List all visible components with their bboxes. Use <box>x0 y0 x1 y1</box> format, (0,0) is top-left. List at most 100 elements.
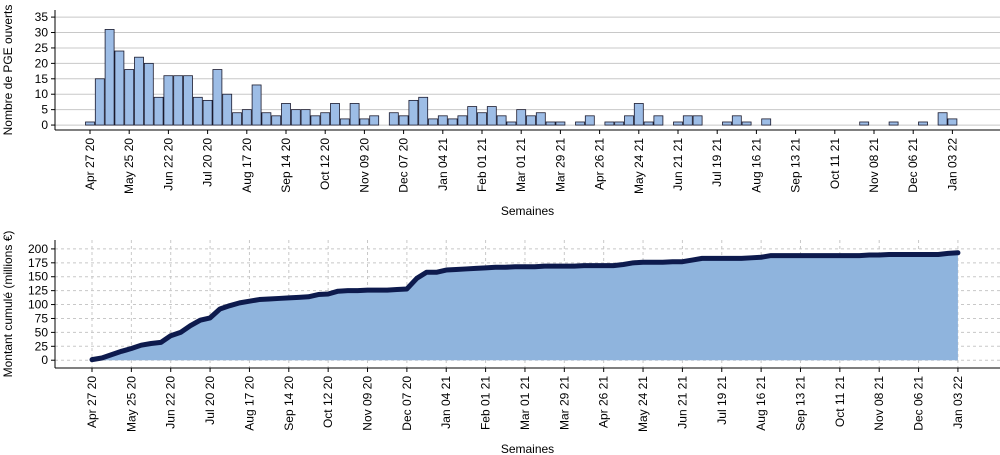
bar <box>241 109 252 126</box>
bar <box>212 69 223 126</box>
bar <box>124 69 135 126</box>
bar <box>741 121 752 126</box>
bar <box>104 29 115 126</box>
bar <box>359 118 370 126</box>
x-tick-label: Sep 14 20 <box>282 376 296 431</box>
x-tick-label: Jan 03 22 <box>951 376 965 429</box>
x-tick-label: Mar 01 21 <box>514 138 528 192</box>
bar <box>251 84 262 126</box>
y-tick-label: 0 <box>41 118 48 132</box>
x-tick-label: Aug 17 20 <box>242 376 256 431</box>
bar <box>918 121 928 126</box>
bar <box>134 56 144 126</box>
x-tick-label: Mar 29 21 <box>553 138 567 192</box>
bar <box>516 109 527 126</box>
x-tick-label: Dec 06 21 <box>912 376 926 431</box>
y-axis-label: Montant cumulé (millions €) <box>1 231 15 378</box>
bar <box>947 118 958 126</box>
x-tick-label: Mar 01 21 <box>518 376 532 430</box>
bar <box>153 96 164 126</box>
bar <box>261 112 272 126</box>
x-tick-label: Jun 22 20 <box>161 138 175 191</box>
x-tick-label: May 25 20 <box>124 376 138 432</box>
x-tick-label: Feb 01 21 <box>475 138 489 192</box>
area <box>92 252 958 361</box>
bar <box>859 121 870 126</box>
bar <box>731 115 742 126</box>
x-tick-label: Jul 20 20 <box>201 138 215 187</box>
x-tick-label: Oct 11 21 <box>828 138 842 189</box>
y-tick-label: 200 <box>28 242 48 256</box>
bar <box>183 75 193 126</box>
bar <box>761 118 772 126</box>
bar <box>545 121 556 126</box>
x-tick-label: Dec 07 20 <box>400 376 414 431</box>
bar <box>506 121 517 126</box>
y-tick-label: 20 <box>35 56 49 70</box>
bar <box>937 112 948 126</box>
bar <box>496 115 507 126</box>
bar <box>388 112 399 126</box>
x-tick-label: Aug 17 20 <box>240 138 254 193</box>
bar <box>418 96 429 126</box>
x-tick-label: Sep 14 20 <box>279 138 293 193</box>
x-tick-label: May 24 21 <box>636 376 650 432</box>
y-tick-label: 75 <box>35 311 49 325</box>
bar <box>310 115 321 126</box>
x-tick-label: Jul 19 21 <box>715 376 729 425</box>
bar <box>330 103 340 126</box>
bar <box>271 115 282 126</box>
bar <box>173 75 184 126</box>
x-tick-label: Dec 06 21 <box>906 138 920 193</box>
y-tick-label: 25 <box>35 41 49 55</box>
x-tick-label: Nov 09 20 <box>361 376 375 431</box>
x-tick-label: Oct 11 21 <box>833 376 847 427</box>
x-tick-label: Apr 27 20 <box>83 138 97 190</box>
line <box>89 250 961 363</box>
bar <box>300 109 311 126</box>
x-tick-label: Jun 22 20 <box>164 376 178 429</box>
bar <box>222 93 233 126</box>
bar <box>555 121 566 126</box>
x-tick-label: Jan 04 21 <box>439 376 453 429</box>
x-tick-label: Aug 16 21 <box>749 138 763 193</box>
x-axis-label: Semaines <box>501 204 554 218</box>
y-tick-label: 0 <box>41 353 48 367</box>
y-tick-label: 10 <box>35 87 49 101</box>
y-tick-label: 35 <box>35 10 49 24</box>
y-tick-label: 125 <box>28 284 48 298</box>
x-tick-label: Sep 13 21 <box>789 138 803 193</box>
bar <box>477 112 487 126</box>
bar <box>94 78 105 126</box>
y-tick-label: 50 <box>35 325 49 339</box>
bar <box>535 112 546 126</box>
bar <box>467 106 478 126</box>
bar <box>692 115 703 126</box>
bar <box>349 103 360 126</box>
y-tick-label: 15 <box>35 72 49 86</box>
y-tick-label: 100 <box>28 298 48 312</box>
bar <box>624 115 634 126</box>
y-tick-label: 175 <box>28 256 48 270</box>
bar <box>85 121 95 126</box>
x-tick-label: Sep 13 21 <box>793 376 807 431</box>
x-axis-label: Semaines <box>501 442 554 455</box>
bar <box>584 115 595 126</box>
x-tick-label: Jan 03 22 <box>945 138 959 191</box>
x-tick-label: Feb 01 21 <box>479 376 493 430</box>
bar <box>722 121 732 126</box>
x-tick-label: Oct 12 20 <box>318 138 332 190</box>
bar <box>143 62 154 126</box>
x-tick-label: Nov 08 21 <box>867 138 881 193</box>
bar <box>369 115 380 126</box>
y-axis-label: Nombre de PGE ouverts <box>1 5 15 136</box>
bar <box>575 121 585 126</box>
bar <box>163 75 174 126</box>
bar <box>614 121 625 126</box>
y-tick-label: 30 <box>35 26 49 40</box>
bar <box>437 115 448 126</box>
x-tick-label: Apr 26 21 <box>593 138 607 190</box>
bar <box>320 112 331 126</box>
bar <box>604 121 615 126</box>
